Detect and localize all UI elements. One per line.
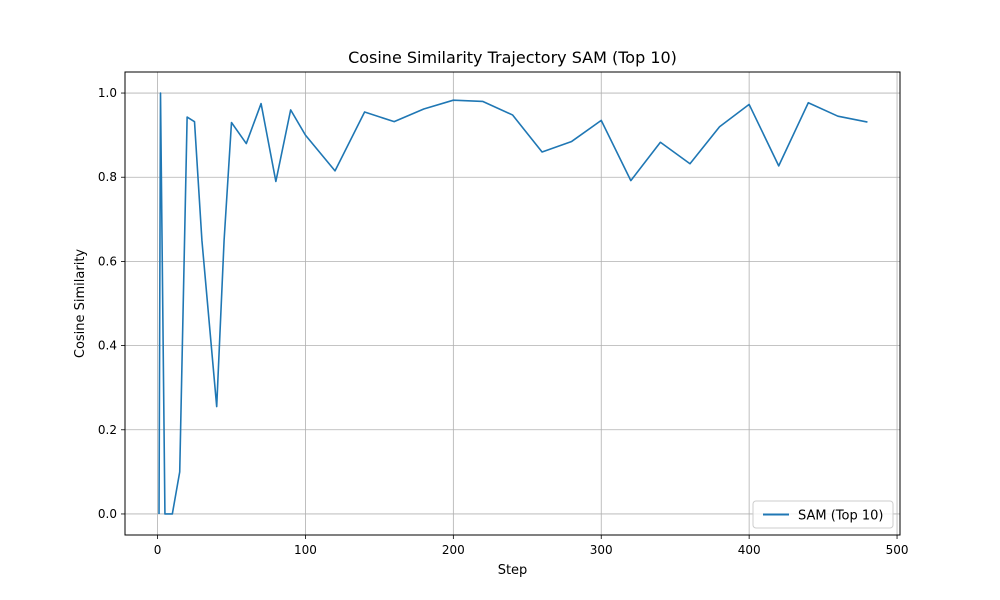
data-point — [305, 134, 307, 136]
plot-frame — [124, 71, 901, 536]
data-point — [216, 406, 218, 408]
y-tick-label: 0.0 — [98, 507, 117, 521]
data-point — [867, 121, 869, 123]
x-tick-label: 300 — [590, 543, 613, 557]
data-point — [160, 92, 162, 94]
y-tick-label: 0.6 — [98, 254, 117, 268]
tick-layer: 0 100 200 300 400 500 0.0 0.2 0.4 0.6 0.8 1.0 — [98, 86, 909, 557]
data-point — [630, 180, 632, 182]
data-point — [571, 141, 573, 143]
data-point — [482, 101, 484, 103]
data-point — [600, 120, 602, 122]
data-point — [660, 141, 662, 143]
data-point — [231, 122, 233, 124]
data-point — [778, 165, 780, 167]
data-point — [275, 181, 277, 183]
data-point — [334, 170, 336, 172]
data-point — [260, 103, 262, 105]
series-layer — [158, 92, 868, 515]
x-tick-label: 100 — [294, 543, 317, 557]
data-point — [201, 240, 203, 242]
data-point — [364, 111, 366, 113]
data-point — [164, 513, 166, 515]
data-point — [158, 513, 160, 515]
data-point — [194, 121, 196, 123]
legend-box — [752, 500, 894, 529]
y-tick-label: 0.8 — [98, 170, 117, 184]
data-point — [719, 126, 721, 128]
data-point — [541, 151, 543, 153]
legend-label: SAM (Top 10) — [798, 509, 884, 524]
x-tick-label: 200 — [442, 543, 465, 557]
y-tick-label: 0.2 — [98, 423, 117, 437]
data-point — [186, 116, 188, 118]
x-axis-label: Step — [498, 563, 528, 578]
data-point — [223, 240, 225, 242]
series-line — [158, 92, 868, 515]
data-point — [179, 471, 181, 473]
data-point — [453, 99, 455, 101]
data-point — [808, 102, 810, 104]
data-point — [172, 513, 174, 515]
data-point — [748, 104, 750, 106]
data-point — [290, 109, 292, 111]
legend: SAM (Top 10) — [752, 500, 894, 529]
chart-title: Cosine Similarity Trajectory SAM (Top 10… — [348, 48, 677, 67]
data-point — [512, 114, 514, 116]
data-point — [423, 108, 425, 110]
data-point — [837, 115, 839, 117]
data-point — [689, 163, 691, 165]
y-axis-label: Cosine Similarity — [73, 249, 88, 359]
x-tick-label: 400 — [738, 543, 761, 557]
y-tick-label: 0.4 — [98, 339, 117, 353]
x-tick-label: 0 — [154, 543, 162, 557]
data-point — [393, 121, 395, 123]
data-point — [245, 143, 247, 145]
x-tick-label: 500 — [886, 543, 909, 557]
y-tick-label: 1.0 — [98, 86, 117, 100]
